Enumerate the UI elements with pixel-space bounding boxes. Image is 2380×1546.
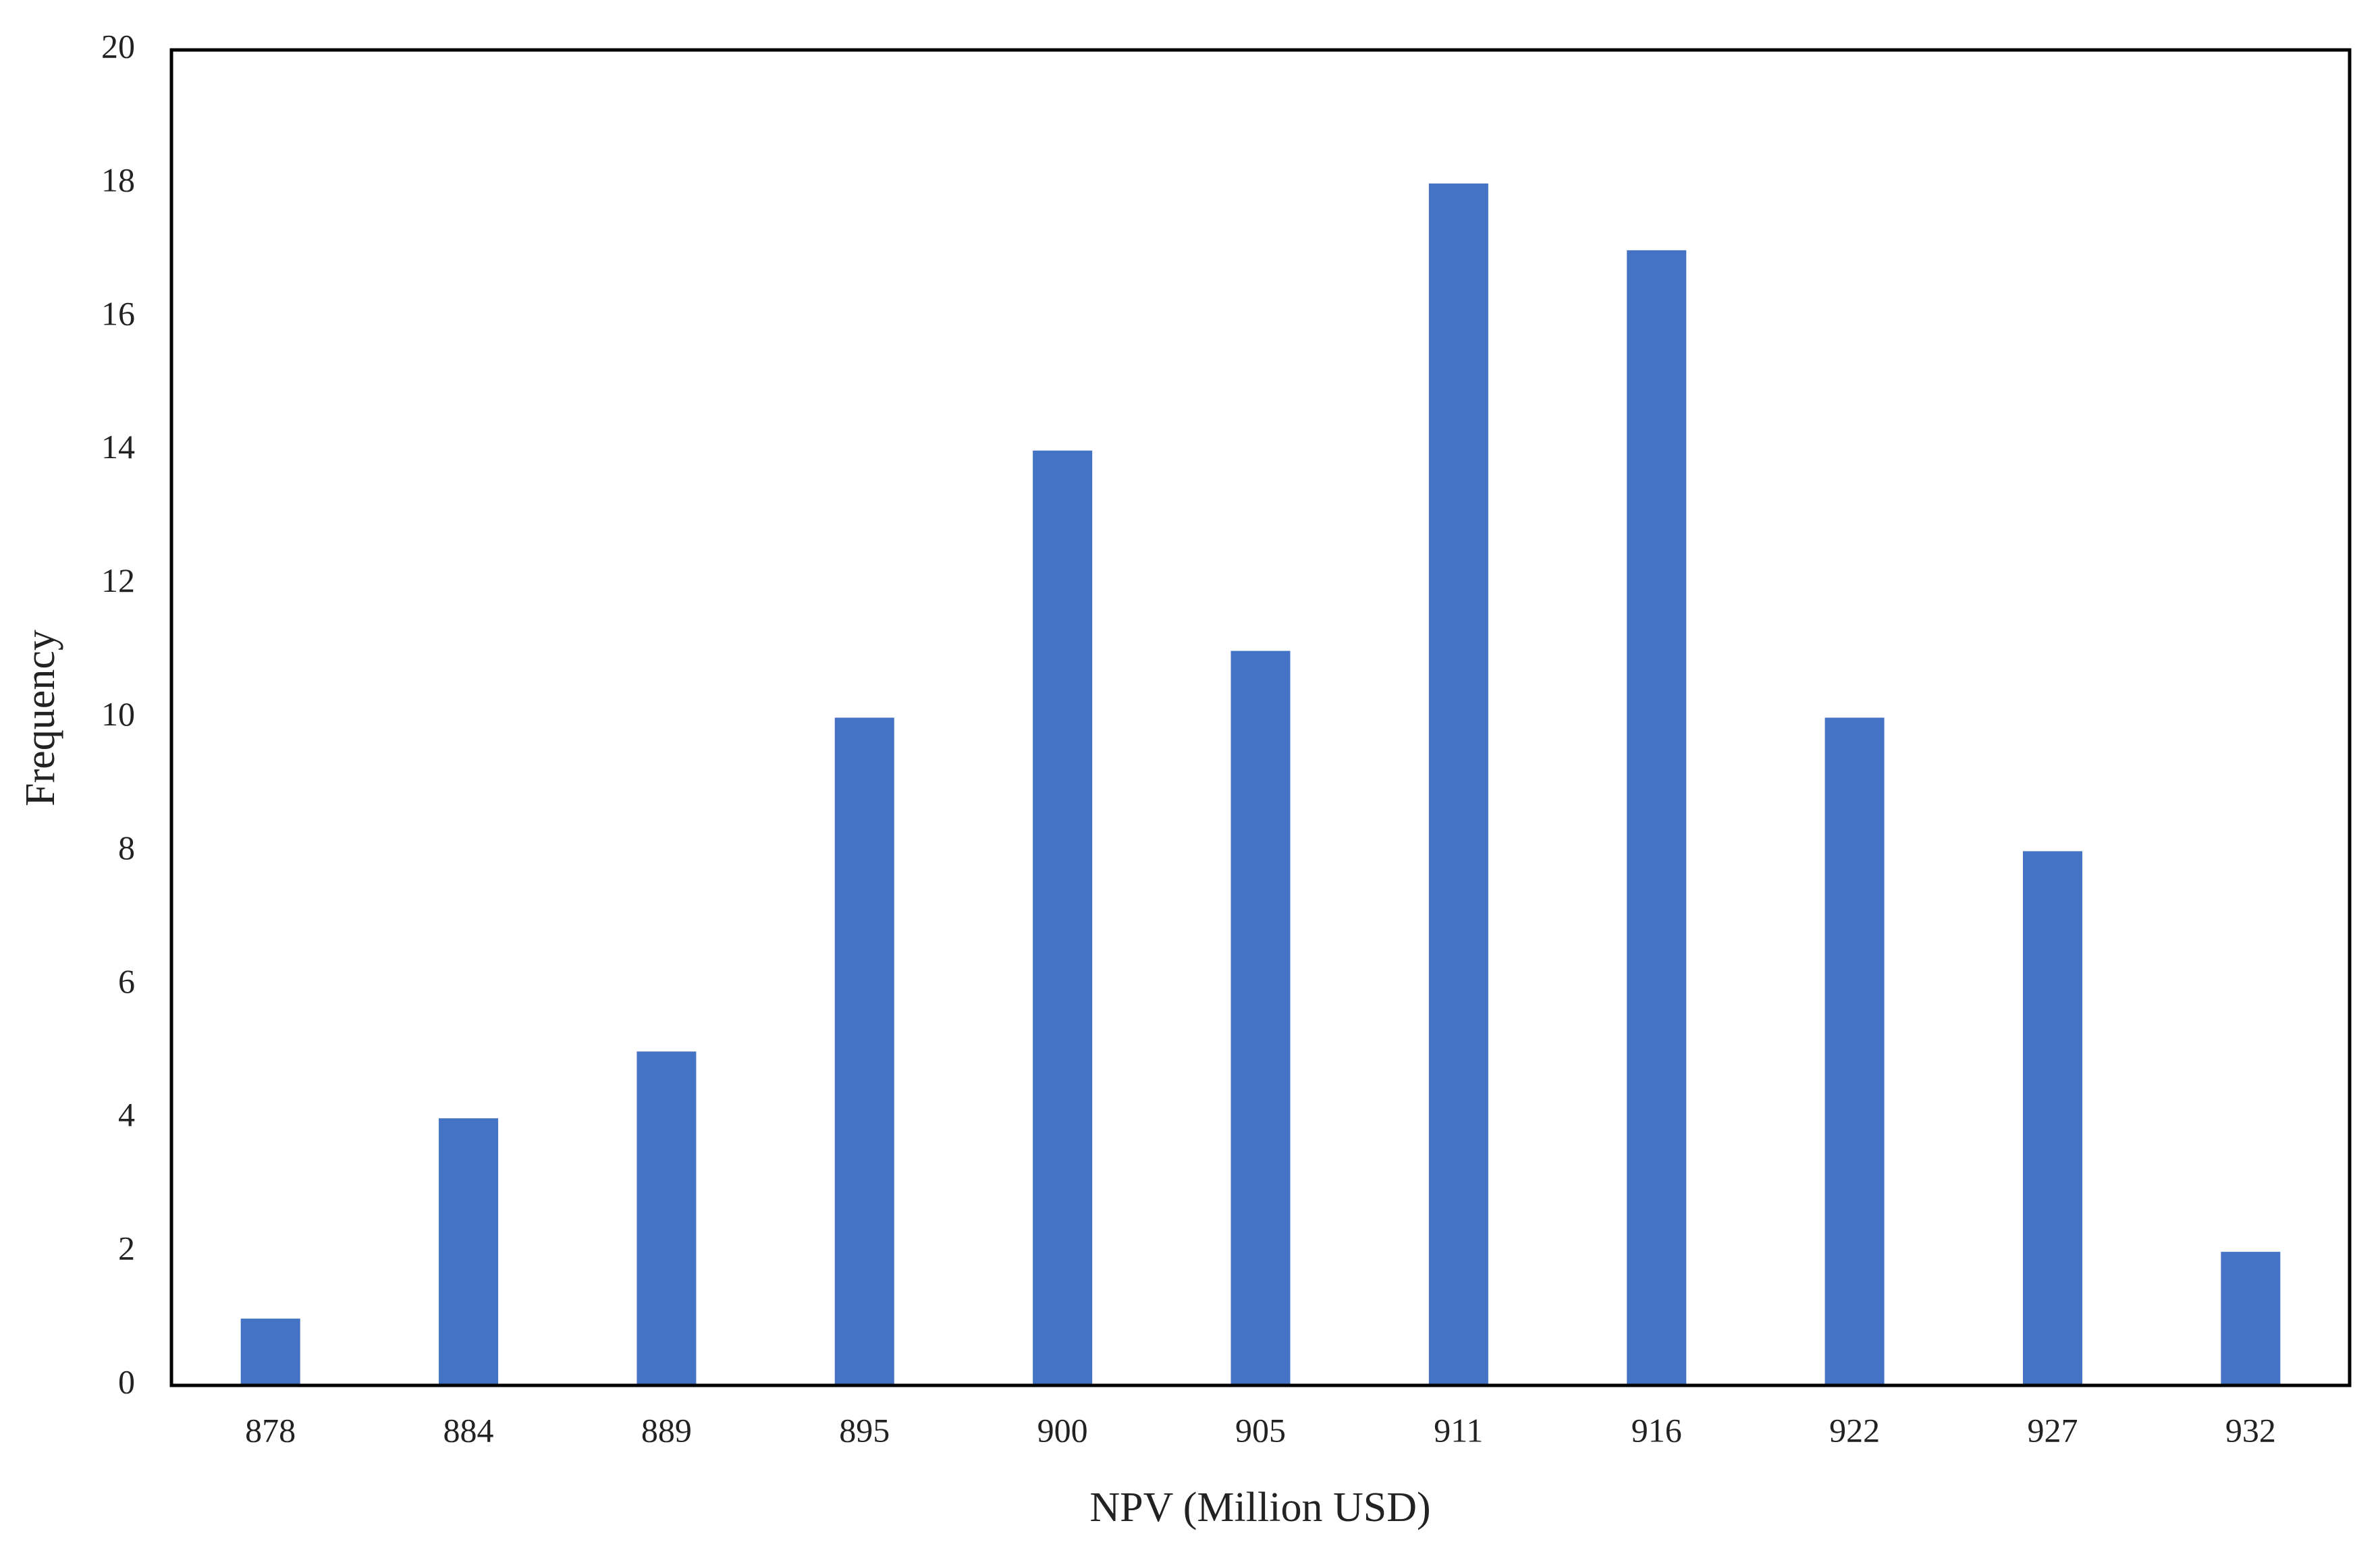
x-tick-label: 889 [641,1411,692,1449]
y-tick-label: 4 [118,1096,135,1134]
y-tick-label: 14 [101,428,135,466]
x-axis-title: NPV (Million USD) [1089,1485,1430,1530]
bar [1033,450,1093,1386]
y-tick-label: 18 [101,161,135,198]
x-tick-label: 927 [2027,1411,2078,1449]
bar [1428,183,1488,1385]
x-tick-label: 878 [245,1411,296,1449]
x-tick-label: 905 [1235,1411,1286,1449]
plot-frame [169,48,2352,1387]
y-tick-label: 8 [118,829,135,866]
bar [1627,250,1687,1386]
x-tick-label: 911 [1434,1411,1483,1449]
y-tick-label: 10 [101,695,135,733]
bar [1824,717,1885,1385]
y-tick-label: 12 [101,561,135,599]
bar [2022,851,2082,1385]
y-tick-label: 0 [118,1362,135,1400]
bar [637,1051,697,1385]
y-tick-label: 16 [101,294,135,332]
y-axis-title: Frequency [18,630,63,806]
bar [1230,651,1291,1385]
x-tick-label: 884 [443,1411,494,1449]
y-tick-label: 20 [101,27,135,65]
x-tick-label: 922 [1829,1411,1880,1449]
x-tick-label: 895 [839,1411,890,1449]
bar [439,1118,499,1385]
x-tick-label: 932 [2225,1411,2276,1449]
bar [834,717,894,1385]
y-tick-label: 2 [118,1230,135,1267]
x-tick-label: 916 [1631,1411,1682,1449]
x-tick-label: 900 [1037,1411,1088,1449]
y-tick-label: 6 [118,962,135,1000]
bar [240,1319,300,1385]
bar [2221,1252,2281,1385]
